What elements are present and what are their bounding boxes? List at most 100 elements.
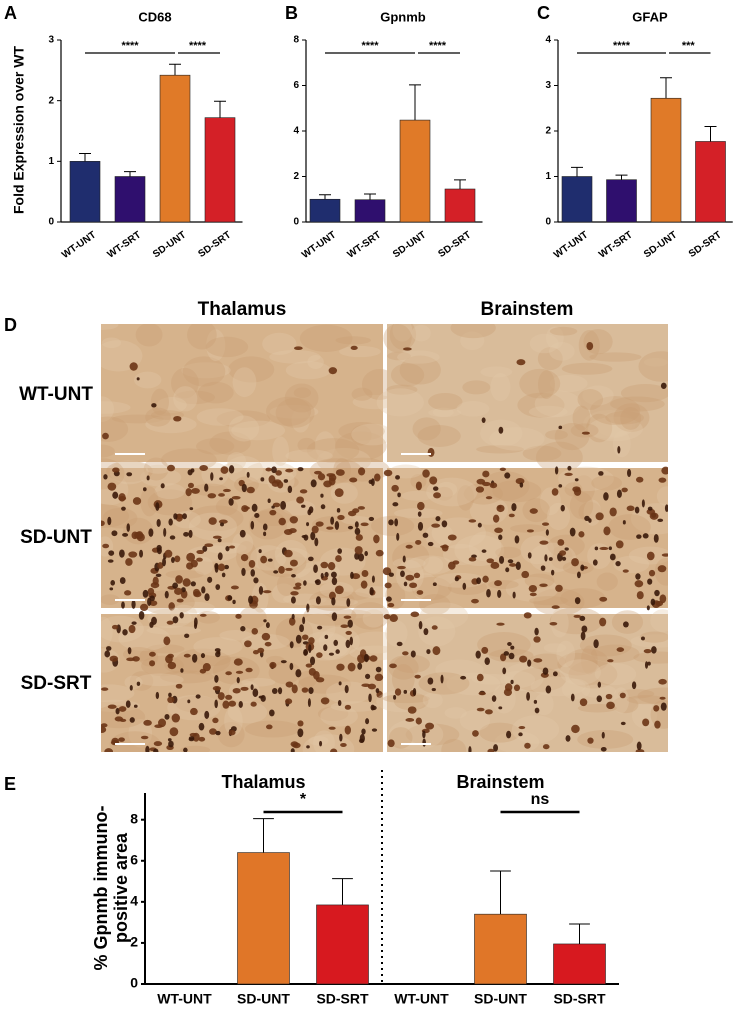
cell bbox=[414, 674, 421, 679]
cell bbox=[422, 738, 426, 747]
cell bbox=[429, 476, 438, 485]
cell bbox=[302, 634, 309, 641]
cell bbox=[555, 584, 563, 592]
cell bbox=[320, 572, 324, 579]
y-tick-label: 4 bbox=[545, 35, 551, 46]
cell bbox=[551, 488, 559, 496]
texture bbox=[591, 475, 623, 491]
cell bbox=[199, 668, 207, 674]
cell bbox=[138, 611, 145, 620]
cell bbox=[576, 571, 581, 579]
cell bbox=[338, 681, 342, 686]
texture bbox=[299, 324, 353, 352]
cell bbox=[402, 555, 406, 563]
texture bbox=[351, 387, 373, 401]
cell bbox=[261, 632, 271, 641]
cell bbox=[468, 557, 477, 562]
cell bbox=[201, 586, 206, 594]
cell bbox=[387, 602, 395, 608]
cell bbox=[306, 745, 310, 749]
cell bbox=[642, 533, 649, 539]
texture bbox=[101, 616, 113, 648]
texture bbox=[549, 341, 575, 361]
cell bbox=[104, 748, 114, 752]
bar bbox=[159, 74, 191, 223]
x-tick-label: WT-SRT bbox=[106, 230, 144, 261]
texture bbox=[228, 356, 275, 383]
cell bbox=[431, 523, 441, 528]
panel-label: C bbox=[537, 3, 550, 23]
texture bbox=[583, 410, 636, 439]
cell bbox=[168, 740, 174, 748]
texture bbox=[529, 596, 569, 606]
texture bbox=[187, 324, 217, 350]
texture bbox=[352, 394, 396, 410]
texture bbox=[276, 573, 296, 597]
texture bbox=[582, 385, 614, 406]
texture bbox=[489, 427, 545, 451]
cell bbox=[360, 580, 368, 589]
cell bbox=[180, 668, 184, 673]
error-bar bbox=[214, 100, 226, 118]
row-label: SD-UNT bbox=[20, 527, 92, 548]
texture bbox=[538, 370, 555, 399]
texture bbox=[613, 555, 650, 574]
cell bbox=[661, 553, 668, 557]
cell bbox=[140, 735, 149, 740]
x-tick-label: SD-UNT bbox=[474, 991, 527, 1007]
texture bbox=[577, 389, 604, 410]
cell bbox=[594, 546, 599, 551]
cell bbox=[107, 559, 114, 563]
cell bbox=[244, 640, 252, 648]
texture bbox=[480, 366, 513, 378]
cell bbox=[640, 636, 645, 641]
texture bbox=[320, 705, 358, 727]
cell bbox=[622, 569, 629, 573]
texture bbox=[630, 634, 668, 648]
texture bbox=[139, 468, 182, 487]
texture bbox=[617, 689, 655, 699]
y-tick-label: 0 bbox=[130, 975, 138, 991]
micrograph bbox=[101, 324, 383, 462]
y-tick-label: 6 bbox=[130, 851, 138, 867]
cell bbox=[383, 469, 393, 477]
texture bbox=[591, 644, 640, 663]
cell bbox=[184, 633, 190, 639]
cell bbox=[250, 520, 255, 530]
cell bbox=[225, 671, 232, 676]
cell bbox=[507, 559, 514, 564]
cell bbox=[324, 571, 329, 578]
cell bbox=[545, 685, 552, 694]
cell bbox=[219, 477, 223, 481]
cell bbox=[149, 595, 155, 602]
error-bar bbox=[490, 870, 511, 915]
cell bbox=[533, 658, 543, 663]
cell bbox=[427, 447, 435, 457]
texture bbox=[411, 324, 431, 342]
cell bbox=[432, 582, 437, 587]
error-bar bbox=[569, 923, 590, 944]
texture bbox=[595, 412, 633, 437]
texture bbox=[463, 482, 503, 505]
cell bbox=[308, 506, 314, 514]
texture bbox=[561, 362, 613, 375]
texture bbox=[313, 730, 335, 752]
cell bbox=[435, 516, 441, 522]
cell bbox=[616, 647, 625, 652]
texture bbox=[528, 405, 568, 418]
cell bbox=[171, 557, 175, 563]
cell bbox=[498, 534, 503, 541]
texture bbox=[193, 637, 243, 657]
texture bbox=[459, 709, 491, 732]
cell bbox=[162, 557, 166, 567]
cell bbox=[183, 747, 188, 752]
cell bbox=[267, 498, 271, 504]
cell bbox=[122, 629, 128, 636]
cell bbox=[529, 508, 538, 514]
bar bbox=[237, 852, 290, 985]
cell bbox=[129, 717, 135, 723]
texture bbox=[633, 651, 668, 664]
cell bbox=[403, 347, 412, 351]
texture bbox=[231, 420, 286, 441]
texture bbox=[639, 631, 668, 643]
